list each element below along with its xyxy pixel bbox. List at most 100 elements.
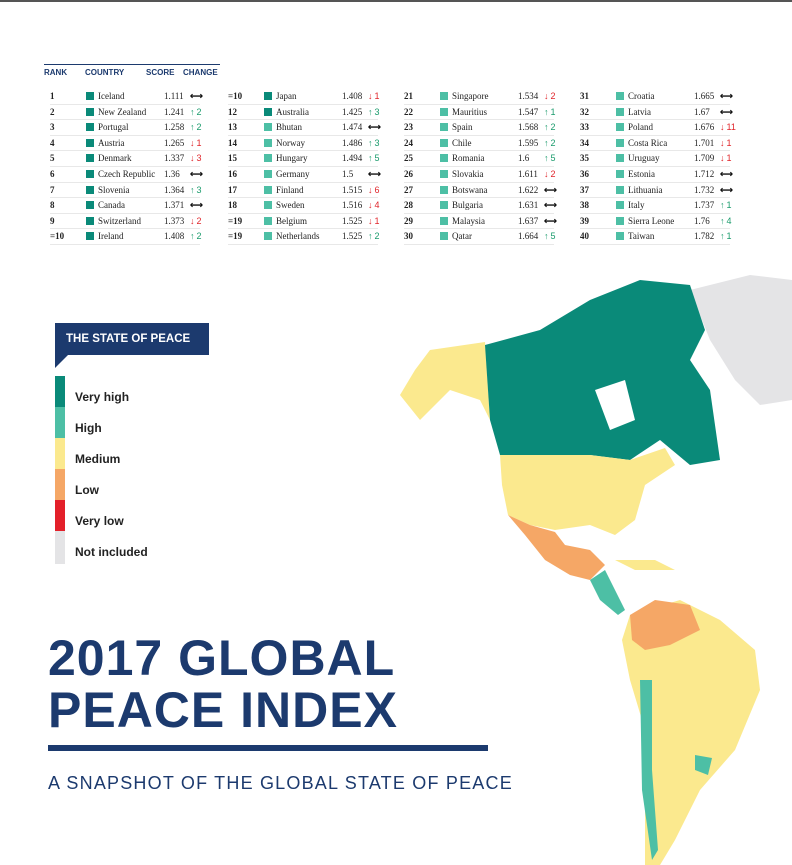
change-cell: ↑ 2 bbox=[544, 138, 556, 148]
legend-title: THE STATE OF PEACE bbox=[55, 323, 209, 355]
change-value: 2 bbox=[196, 231, 202, 242]
peace-level-swatch bbox=[264, 169, 272, 178]
change-value: 5 bbox=[550, 231, 556, 242]
rank-cell: =19 bbox=[228, 215, 243, 226]
table-row: 25 Romania 1.6 ↑ 5 bbox=[404, 151, 556, 167]
rank-cell: 29 bbox=[404, 215, 413, 226]
country-cell: Ireland bbox=[98, 231, 124, 242]
country-cell: Bhutan bbox=[276, 122, 302, 133]
rank-cell: 35 bbox=[580, 153, 589, 164]
arrow-up-icon: ↑ bbox=[720, 231, 725, 242]
country-cell: Uruguay bbox=[628, 153, 660, 164]
rank-cell: 1 bbox=[50, 91, 55, 101]
country-cell: Belgium bbox=[276, 215, 307, 226]
change-value: 3 bbox=[196, 184, 202, 195]
country-cell: New Zealand bbox=[98, 106, 147, 117]
score-cell: 1.258 bbox=[164, 122, 185, 133]
rank-cell: 25 bbox=[404, 153, 413, 164]
country-cell: Canada bbox=[98, 200, 125, 211]
canada bbox=[485, 280, 720, 465]
country-cell: Iceland bbox=[98, 91, 125, 101]
change-cell: ↓ 1 bbox=[720, 153, 732, 163]
table-row: 6 Czech Republic 1.36 ⟷ bbox=[50, 167, 203, 183]
score-cell: 1.494 bbox=[342, 153, 363, 164]
table-row: 34 Costa Rica 1.701 ↓ 1 bbox=[580, 136, 732, 152]
change-cell: ↓ 3 bbox=[190, 153, 202, 163]
peace-level-swatch bbox=[86, 201, 94, 210]
change-cell: ↑ 2 bbox=[190, 122, 202, 132]
score-cell: 1.474 bbox=[342, 122, 363, 133]
table-row: 5 Denmark 1.337 ↓ 3 bbox=[50, 151, 202, 167]
peace-level-swatch bbox=[264, 92, 272, 100]
legend-swatch bbox=[55, 407, 65, 440]
country-cell: Estonia bbox=[628, 168, 655, 179]
country-cell: Croatia bbox=[628, 91, 655, 101]
rank-cell: 40 bbox=[580, 231, 589, 242]
table-row: 38 Italy 1.737 ↑ 1 bbox=[580, 198, 732, 214]
ranking-group-4: 31 Croatia 1.665 ⟷ 32 Latvia 1.67 ⟷ 33 Poland 1.67… bbox=[580, 89, 736, 245]
change-cell: ↓ 6 bbox=[368, 185, 380, 195]
caribbean bbox=[615, 560, 675, 570]
score-cell: 1.637 bbox=[518, 215, 539, 226]
change-value: 1 bbox=[196, 137, 202, 148]
arrow-up-icon: ↑ bbox=[190, 184, 195, 195]
no-change-icon: ⟷ bbox=[720, 184, 733, 195]
score-cell: 1.111 bbox=[164, 91, 184, 101]
change-value: 1 bbox=[374, 91, 380, 101]
table-row: 14 Norway 1.486 ↑ 3 bbox=[228, 136, 380, 152]
change-value: 1 bbox=[726, 153, 732, 164]
rank-cell: 22 bbox=[404, 106, 413, 117]
table-row: =19 Belgium 1.525 ↓ 1 bbox=[228, 214, 380, 230]
change-cell: ⟷ bbox=[544, 185, 557, 196]
arrow-down-icon: ↓ bbox=[544, 168, 549, 179]
arrow-up-icon: ↑ bbox=[544, 153, 549, 164]
chile bbox=[640, 680, 658, 860]
peace-level-swatch bbox=[440, 232, 448, 241]
change-cell: ↑ 2 bbox=[190, 107, 202, 117]
country-cell: Qatar bbox=[452, 231, 472, 242]
country-cell: Malaysia bbox=[452, 215, 485, 226]
peace-level-swatch bbox=[264, 232, 272, 241]
rank-cell: 3 bbox=[50, 122, 55, 133]
rank-cell: 30 bbox=[404, 231, 413, 242]
change-cell: ↓ 1 bbox=[368, 91, 380, 101]
score-cell: 1.631 bbox=[518, 200, 539, 211]
peace-level-swatch bbox=[264, 185, 272, 194]
arrow-up-icon: ↑ bbox=[720, 200, 725, 211]
rank-cell: 9 bbox=[50, 215, 55, 226]
table-row: 7 Slovenia 1.364 ↑ 3 bbox=[50, 183, 202, 199]
change-value: 2 bbox=[196, 122, 202, 133]
change-cell: ↑ 4 bbox=[720, 216, 732, 226]
country-cell: Singapore bbox=[452, 91, 489, 101]
table-row: 9 Switzerland 1.373 ↓ 2 bbox=[50, 214, 202, 230]
peace-level-swatch bbox=[616, 185, 624, 194]
change-value: 3 bbox=[196, 153, 202, 164]
rank-cell: 24 bbox=[404, 137, 413, 148]
peace-level-swatch bbox=[86, 232, 94, 241]
rank-cell: 12 bbox=[228, 106, 237, 117]
score-cell: 1.486 bbox=[342, 137, 363, 148]
arrow-up-icon: ↑ bbox=[190, 231, 195, 242]
score-cell: 1.6 bbox=[518, 153, 530, 164]
peace-level-swatch bbox=[264, 154, 272, 163]
peace-level-swatch bbox=[86, 185, 94, 194]
peace-level-swatch bbox=[440, 216, 448, 225]
country-cell: Norway bbox=[276, 137, 305, 148]
score-cell: 1.701 bbox=[694, 137, 715, 148]
change-cell: ⟷ bbox=[720, 169, 733, 180]
change-value: 3 bbox=[374, 106, 380, 117]
score-cell: 1.732 bbox=[694, 184, 715, 195]
peace-level-swatch bbox=[616, 201, 624, 210]
change-cell: ↑ 1 bbox=[720, 231, 732, 241]
arrow-up-icon: ↑ bbox=[544, 137, 549, 148]
peace-level-swatch bbox=[86, 169, 94, 178]
arrow-up-icon: ↑ bbox=[544, 106, 549, 117]
peace-level-swatch bbox=[264, 138, 272, 147]
table-row: 35 Uruguay 1.709 ↓ 1 bbox=[580, 151, 732, 167]
no-change-icon: ⟷ bbox=[190, 200, 203, 211]
peace-level-swatch bbox=[616, 169, 624, 178]
peace-level-swatch bbox=[440, 138, 448, 147]
change-value: 2 bbox=[196, 215, 202, 226]
title-rule bbox=[48, 745, 488, 751]
country-cell: Switzerland bbox=[98, 215, 141, 226]
